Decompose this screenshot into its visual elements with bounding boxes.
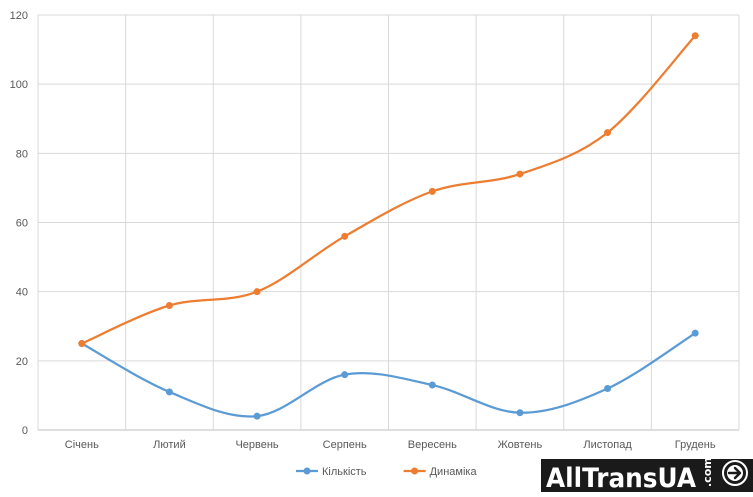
watermark-background [541,459,753,492]
data-point [691,32,699,40]
data-point [604,385,612,392]
x-tick-label: Грудень [675,439,716,451]
y-tick-label: 60 [16,218,28,230]
legend-swatch-marker [411,467,419,475]
y-tick-label: 0 [22,425,28,437]
data-point [516,170,524,178]
x-tick-label: Вересень [408,439,457,451]
x-tick-label: Лютий [153,439,186,451]
legend-swatch-marker [303,467,311,475]
data-point [341,232,349,240]
x-tick-label: Листопад [583,439,632,451]
data-point [341,371,349,379]
watermark-domain: .com [701,457,714,487]
legend-item: Динаміка [403,466,478,478]
series-line-1 [80,332,697,418]
watermark-text: AllTransUA [546,463,696,492]
legend-label: Кількість [322,466,367,478]
legend: Кількість Динаміка [296,466,477,478]
series-lines [78,32,699,420]
data-point [428,187,436,195]
y-tick-label: 80 [16,148,28,160]
data-point [165,302,173,309]
y-tick-label: 40 [16,287,28,299]
x-tick-label: Серпень [323,439,367,451]
data-point [78,340,86,348]
legend-item: Кількість [296,466,367,478]
data-point [691,329,699,337]
y-axis-ticks: 0 20 40 60 80 100 120 [10,10,28,437]
grid-lines [37,14,740,431]
data-point [253,412,261,420]
data-point [428,381,436,389]
y-tick-label: 20 [16,356,28,368]
x-tick-label: Червень [235,439,278,451]
watermark-logo: AllTransUA .com [541,457,753,494]
data-point [165,388,173,396]
data-point [604,129,612,137]
legend-label: Динаміка [430,466,478,478]
arrow-circle-icon [722,460,748,486]
x-tick-label: Жовтень [498,439,543,451]
y-tick-label: 100 [10,79,28,91]
data-point [516,409,524,417]
x-tick-label: Січень [65,439,99,451]
x-axis-ticks: Січень Лютий Червень Серпень Вересень Жовтень… [65,439,716,451]
data-point [253,288,261,296]
y-tick-label: 120 [10,10,28,22]
